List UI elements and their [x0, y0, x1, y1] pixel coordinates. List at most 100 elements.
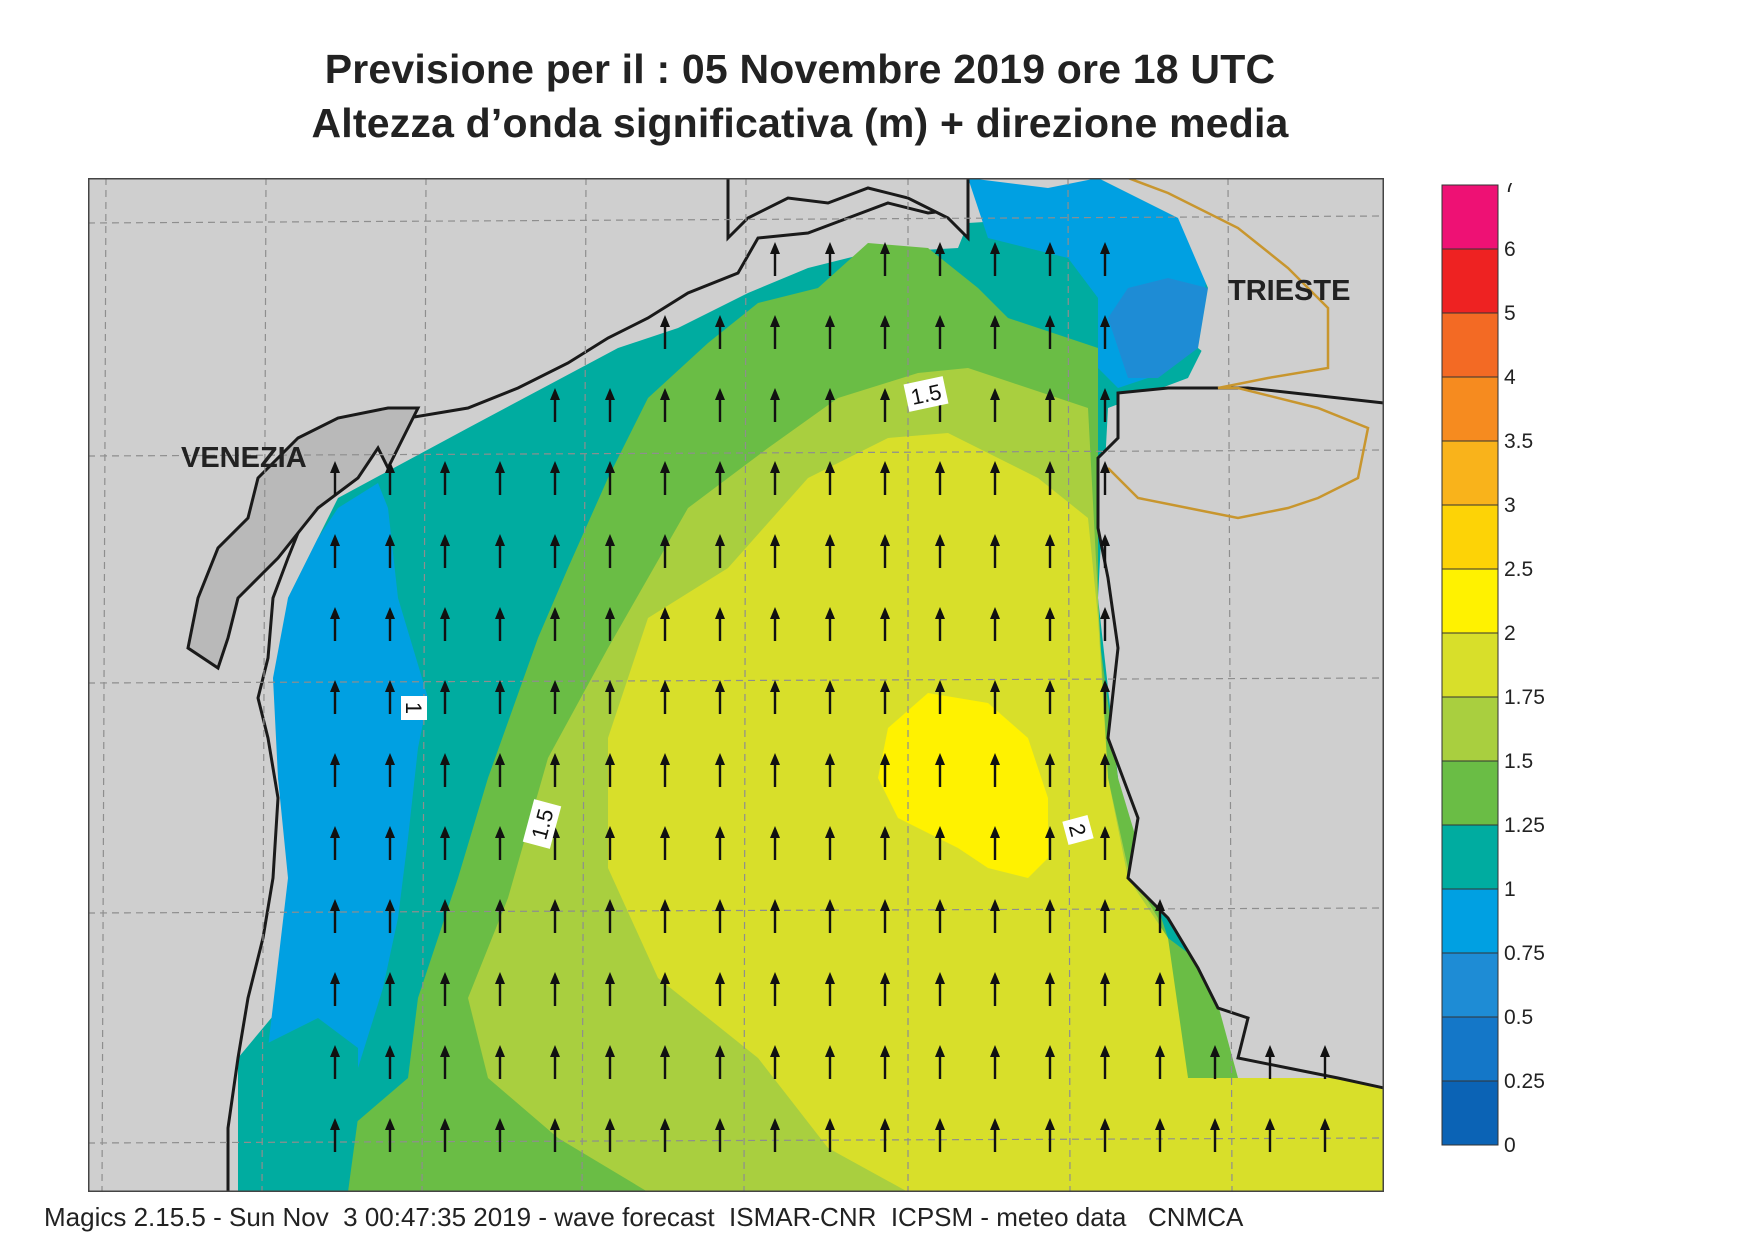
direction-arrow [1100, 315, 1110, 349]
direction-arrow [440, 1118, 450, 1152]
direction-arrow [880, 972, 890, 1006]
colorbar-segment [1441, 824, 1499, 890]
direction-arrow [770, 680, 780, 714]
direction-arrow [715, 461, 725, 495]
direction-arrow [440, 899, 450, 933]
direction-arrow [990, 753, 1000, 787]
direction-arrow [550, 753, 560, 787]
direction-arrow [825, 461, 835, 495]
direction-arrow [825, 607, 835, 641]
direction-arrow [1265, 1118, 1275, 1152]
direction-arrow [825, 899, 835, 933]
direction-arrow [990, 1045, 1000, 1079]
direction-arrow [825, 534, 835, 568]
direction-arrow [935, 899, 945, 933]
direction-arrow [715, 680, 725, 714]
direction-arrow [385, 899, 395, 933]
wave-zone-0-75-west [268, 483, 428, 1078]
direction-arrow [330, 461, 340, 495]
direction-arrow [660, 461, 670, 495]
direction-arrow [495, 1118, 505, 1152]
colorbar-tick-label: 3 [1504, 494, 1516, 517]
direction-arrow [1155, 1045, 1165, 1079]
direction-arrow [715, 315, 725, 349]
lagoon-islands [186, 406, 421, 671]
direction-arrow [1100, 899, 1110, 933]
direction-arrow [770, 607, 780, 641]
direction-arrow [605, 607, 615, 641]
direction-arrow [385, 972, 395, 1006]
direction-arrow [1045, 315, 1055, 349]
direction-arrow [770, 826, 780, 860]
lat-lon-grid [88, 178, 1384, 1192]
direction-arrow [550, 899, 560, 933]
direction-arrow [990, 607, 1000, 641]
direction-arrow [715, 972, 725, 1006]
direction-arrow [495, 607, 505, 641]
wave-zone-0-5-east [1108, 278, 1208, 378]
colorbar-tick-label: 2.5 [1504, 558, 1533, 581]
colorbar-legend: 7 6 5 4 3.5 3 2.5 2 1.75 1.5 1.25 1 0.75 0.5 0.25 0 [1440, 174, 1560, 1168]
colorbar-segment [1441, 504, 1499, 570]
direction-arrow [880, 242, 890, 276]
direction-arrow [385, 826, 395, 860]
direction-arrow [935, 242, 945, 276]
city-label-venezia: VENEZIA [181, 442, 307, 474]
direction-arrow [385, 680, 395, 714]
direction-arrow [715, 388, 725, 422]
map-frame [88, 178, 1384, 1192]
direction-arrow [990, 242, 1000, 276]
colorbar-segment [1441, 376, 1499, 442]
map-title: Previsione per il : 05 Novembre 2019 ore… [324, 46, 1276, 92]
direction-arrow [605, 461, 615, 495]
direction-arrow [605, 753, 615, 787]
direction-arrow [1100, 826, 1110, 860]
colorbar-tick-label: 1 [1504, 878, 1516, 901]
wave-height-map: 1.5 1 1.5 2 VENEZIA TRIESTE [88, 178, 1384, 1192]
direction-arrow [1100, 1045, 1110, 1079]
direction-arrow [550, 388, 560, 422]
direction-arrow [990, 534, 1000, 568]
direction-arrow [990, 680, 1000, 714]
colorbar-segment [1441, 312, 1499, 378]
direction-arrow [825, 242, 835, 276]
direction-arrow [440, 972, 450, 1006]
direction-arrow [1045, 753, 1055, 787]
colorbar-segment [1441, 568, 1499, 634]
direction-arrow [990, 899, 1000, 933]
direction-arrow [1100, 1118, 1110, 1152]
direction-arrow [330, 753, 340, 787]
direction-arrow [770, 753, 780, 787]
colorbar-tick-label: 0.5 [1504, 1006, 1533, 1029]
direction-arrow [660, 1045, 670, 1079]
direction-arrow [1045, 899, 1055, 933]
direction-arrow [1100, 607, 1110, 641]
direction-arrow [550, 1118, 560, 1152]
direction-arrow [550, 534, 560, 568]
contour-label-1-west: 1 [401, 696, 427, 720]
colorbar-segment [1441, 440, 1499, 506]
direction-arrow [330, 1118, 340, 1152]
direction-arrow [660, 826, 670, 860]
direction-arrow [330, 826, 340, 860]
colorbar-tick-label: 0 [1504, 1134, 1516, 1157]
contour-label-1-5-west: 1.5 [522, 799, 562, 849]
direction-arrow [1045, 607, 1055, 641]
direction-arrow [935, 534, 945, 568]
direction-arrow [440, 826, 450, 860]
direction-arrow [1100, 753, 1110, 787]
direction-arrow [440, 753, 450, 787]
direction-arrow [1210, 1118, 1220, 1152]
direction-arrow [770, 461, 780, 495]
direction-arrow [1100, 242, 1110, 276]
colorbar-segment [1441, 632, 1499, 698]
direction-arrow [1265, 1045, 1275, 1079]
direction-arrow [825, 826, 835, 860]
direction-arrow [495, 899, 505, 933]
direction-arrow [1320, 1118, 1330, 1152]
direction-arrow [605, 972, 615, 1006]
direction-arrow [660, 534, 670, 568]
direction-arrow [935, 315, 945, 349]
direction-arrow [385, 534, 395, 568]
colorbar-segment [1441, 696, 1499, 762]
